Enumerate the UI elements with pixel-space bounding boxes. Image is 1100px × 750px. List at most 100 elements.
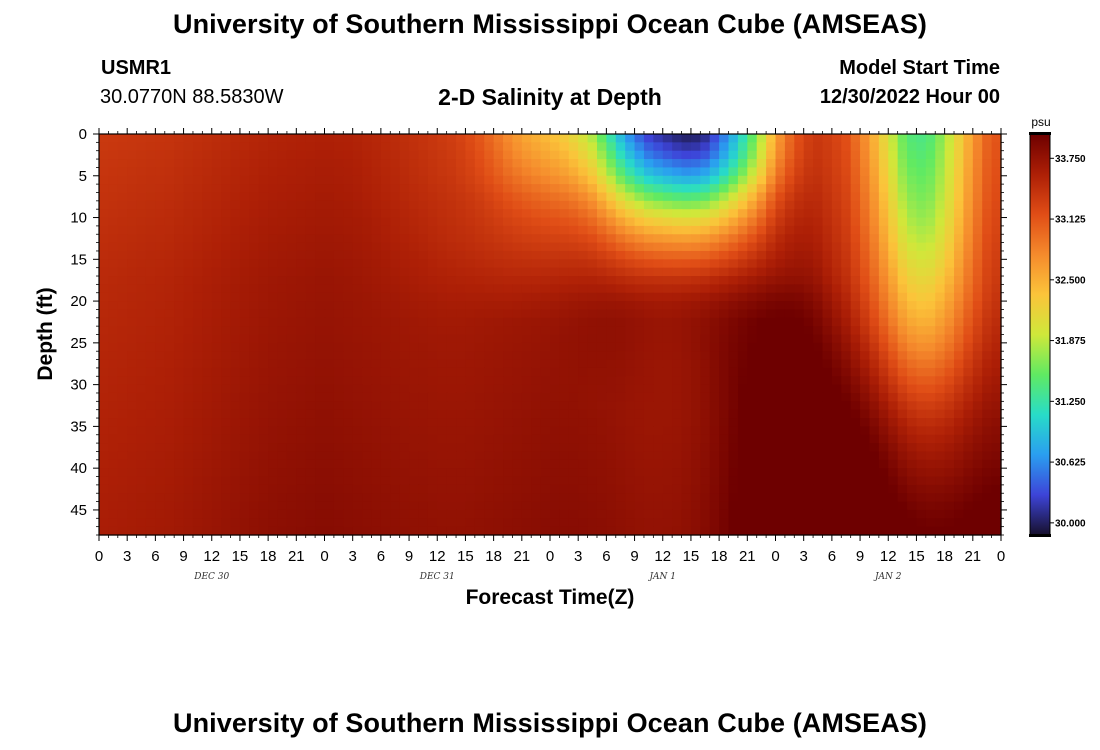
heatmap-cell (192, 493, 203, 503)
heatmap-cell (99, 409, 109, 419)
heatmap-cell (643, 493, 654, 503)
heatmap-cell (493, 217, 504, 227)
heatmap-cell (944, 192, 955, 202)
heatmap-cell (747, 451, 758, 461)
heatmap-cell (493, 250, 504, 260)
heatmap-cell (136, 217, 147, 227)
heatmap-cell (578, 192, 589, 202)
heatmap-cell (380, 134, 391, 143)
heatmap-cell (850, 484, 861, 494)
heatmap-cell (371, 276, 382, 285)
heatmap-cell (972, 509, 983, 519)
heatmap-cell (897, 426, 908, 436)
heatmap-cell (333, 242, 344, 252)
heatmap-cell (954, 359, 965, 369)
heatmap-cell (643, 409, 654, 419)
heatmap-cell (897, 301, 908, 311)
heatmap-cell (521, 367, 532, 377)
heatmap-cell (484, 317, 495, 327)
heatmap-cell (136, 301, 147, 311)
heatmap-cell (371, 167, 382, 177)
heatmap-cell (841, 159, 852, 169)
heatmap-cell (286, 484, 297, 494)
heatmap-cell (700, 501, 711, 511)
x-tick-label: 18 (260, 548, 277, 565)
heatmap-cell (521, 351, 532, 361)
heatmap-cell (615, 359, 626, 369)
heatmap-cell (578, 334, 589, 344)
heatmap-cell (944, 376, 955, 386)
heatmap-cell (221, 401, 232, 411)
x-tick-label: 3 (349, 548, 357, 565)
heatmap-cell (813, 401, 824, 411)
heatmap-cell (784, 359, 795, 369)
heatmap-cell (578, 501, 589, 511)
heatmap-cell (409, 267, 420, 277)
heatmap-cell (935, 292, 946, 302)
heatmap-cell (596, 526, 607, 536)
heatmap-cell (427, 309, 438, 319)
heatmap-cell (643, 376, 654, 386)
heatmap-cell (493, 351, 504, 361)
heatmap-cell (202, 384, 213, 394)
heatmap-cell (625, 167, 636, 177)
heatmap-cell (737, 309, 748, 319)
heatmap-cell (822, 142, 833, 152)
heatmap-cell (136, 276, 147, 285)
heatmap-cell (333, 217, 344, 227)
heatmap-cell (127, 468, 138, 478)
heatmap-cell (578, 493, 589, 503)
heatmap-cell (108, 284, 119, 294)
heatmap-cell (681, 192, 692, 202)
heatmap-cell (794, 484, 805, 494)
heatmap-cell (305, 159, 316, 169)
heatmap-cell (972, 443, 983, 453)
heatmap-cell (192, 317, 203, 327)
heatmap-cell (775, 359, 786, 369)
heatmap-cell (578, 409, 589, 419)
heatmap-cell (465, 175, 476, 185)
heatmap-cell (869, 334, 880, 344)
heatmap-cell (465, 418, 476, 427)
heatmap-cell (634, 392, 645, 402)
heatmap-cell (333, 468, 344, 478)
heatmap-cell (916, 292, 927, 302)
heatmap-cell (174, 476, 185, 486)
heatmap-cell (484, 309, 495, 319)
heatmap-cell (954, 317, 965, 327)
heatmap-cell (841, 493, 852, 503)
heatmap-cell (474, 443, 485, 453)
heatmap-cell (380, 484, 391, 494)
heatmap-cell (972, 150, 983, 160)
x-tick-label: 21 (513, 548, 530, 565)
heatmap-cell (268, 184, 279, 194)
heatmap-cell (409, 200, 420, 210)
heatmap-cell (615, 518, 626, 528)
heatmap-cell (897, 200, 908, 210)
heatmap-cell (813, 184, 824, 194)
heatmap-cell (775, 259, 786, 269)
heatmap-cell (737, 376, 748, 386)
heatmap-cell (925, 451, 936, 461)
heatmap-cell (343, 276, 354, 285)
heatmap-cell (653, 284, 664, 294)
heatmap-cell (333, 267, 344, 277)
heatmap-cell (615, 376, 626, 386)
heatmap-cell (925, 209, 936, 219)
heatmap-cell (869, 267, 880, 277)
heatmap-cell (99, 309, 109, 319)
heatmap-cell (803, 392, 814, 402)
heatmap-cell (456, 167, 467, 177)
heatmap-cell (371, 267, 382, 277)
heatmap-cell (878, 284, 889, 294)
heatmap-cell (418, 276, 429, 285)
heatmap-cell (286, 434, 297, 444)
heatmap-cell (784, 284, 795, 294)
heatmap-cell (775, 276, 786, 285)
heatmap-cell (127, 259, 138, 269)
heatmap-cell (540, 518, 551, 528)
heatmap-cell (164, 142, 175, 152)
heatmap-cell (578, 434, 589, 444)
heatmap-cell (925, 292, 936, 302)
heatmap-cell (296, 317, 307, 327)
